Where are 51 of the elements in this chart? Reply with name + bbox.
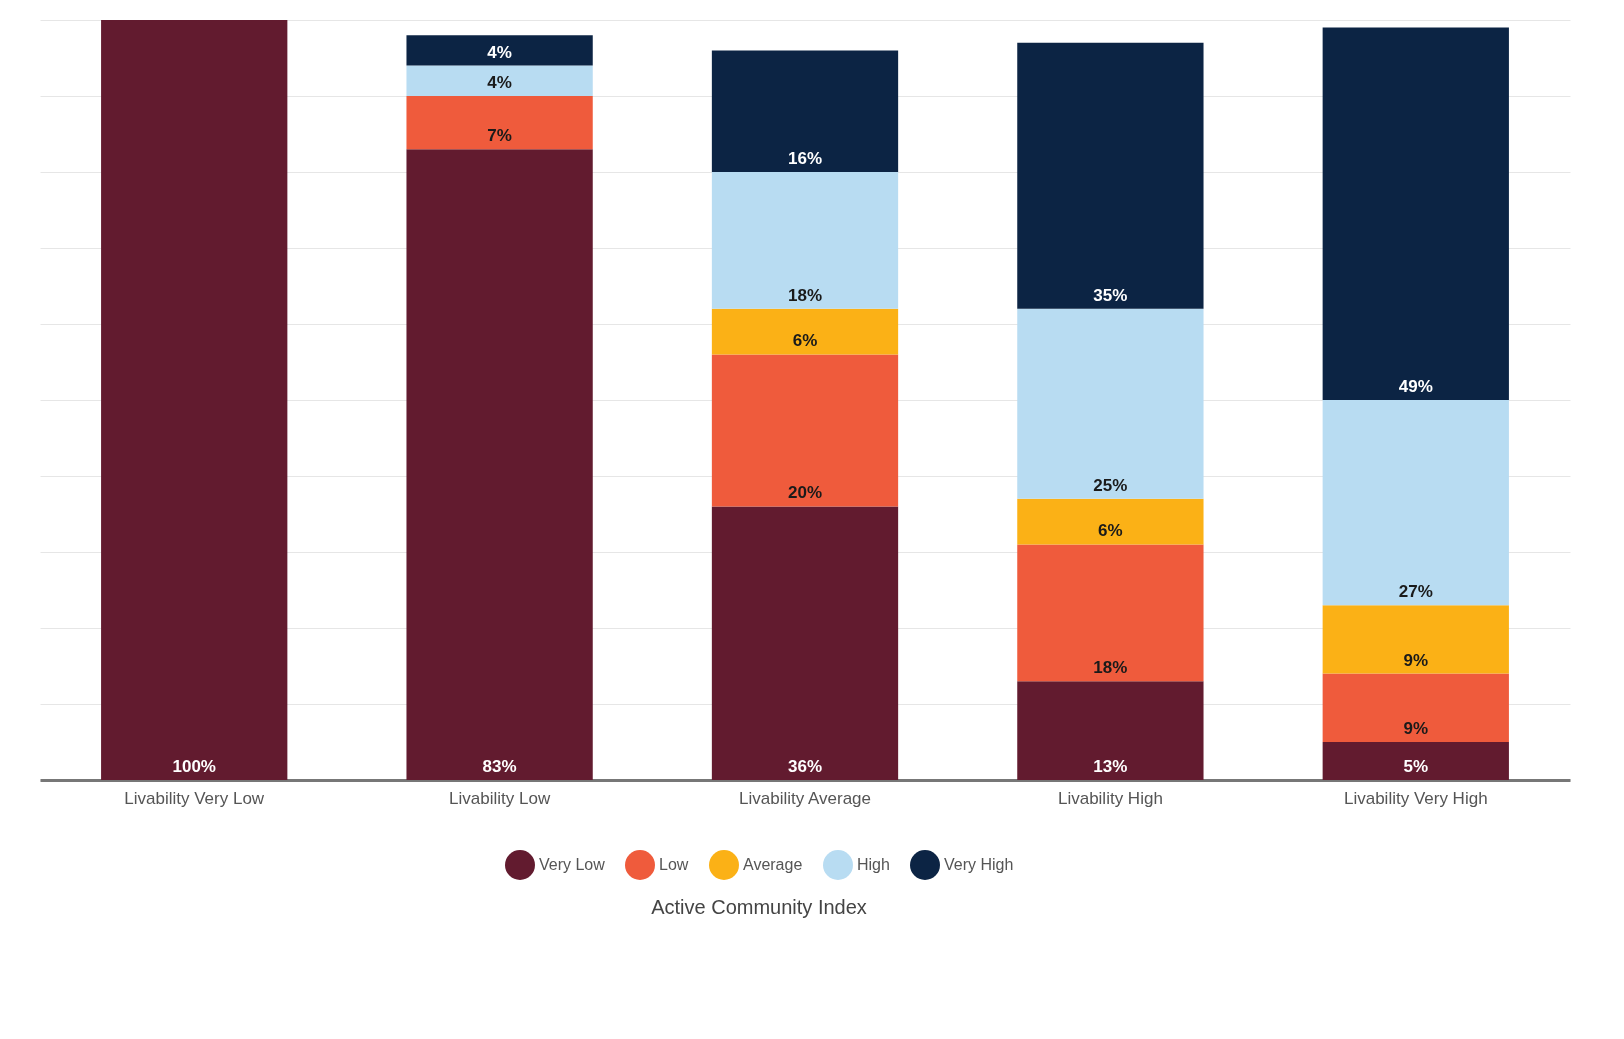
legend-title: Active Community Index [651,896,867,918]
legend-label: Low [659,856,689,873]
bar [1322,605,1509,674]
data-label: 4% [487,42,512,62]
bar [1017,498,1204,545]
data-label: 5% [1403,757,1429,776]
data-label: 7% [487,126,512,146]
bar [406,96,593,150]
data-label: 16% [787,149,823,168]
bar [1322,673,1509,742]
x-tick-label: Livability Low [449,788,551,808]
data-label: 9% [1403,650,1429,670]
legend-label: Very Low [539,856,606,873]
data-label: 6% [1098,521,1123,541]
data-label: 13% [1093,757,1128,776]
bar [711,50,899,172]
legend-label: High [857,856,890,873]
bar [1017,681,1204,780]
data-label: 100% [172,757,216,776]
bar [1017,544,1204,682]
data-label: 27% [1398,582,1433,602]
x-tick-label: Livability Very Low [124,788,265,808]
bar [1322,742,1509,780]
data-label: 20% [787,483,823,503]
legend-label: Average [743,856,803,873]
data-label: 49% [1398,377,1433,396]
legend-label: Very High [944,856,1014,873]
bar [101,20,288,780]
data-label: 35% [1093,285,1128,305]
bar [711,172,899,309]
bar [1322,400,1509,606]
x-tick-label: Livability Average [739,788,871,808]
x-tick-label: Livability High [1057,788,1163,808]
bar [1017,42,1204,309]
data-label: 9% [1403,719,1429,738]
bar [711,308,899,355]
bar [711,354,899,507]
data-label: 18% [787,285,823,305]
data-label: 4% [487,73,512,92]
bar [406,65,593,96]
x-tick-label: Livability Very High [1343,788,1488,808]
data-label: 6% [792,331,818,351]
data-label: 36% [787,757,823,776]
bar [406,35,593,66]
data-label: 18% [1093,658,1128,678]
bar [711,506,899,780]
data-label: 83% [482,757,517,776]
bar [406,149,593,780]
bar [1322,27,1509,400]
bar [1017,308,1204,499]
data-label: 25% [1093,475,1128,495]
